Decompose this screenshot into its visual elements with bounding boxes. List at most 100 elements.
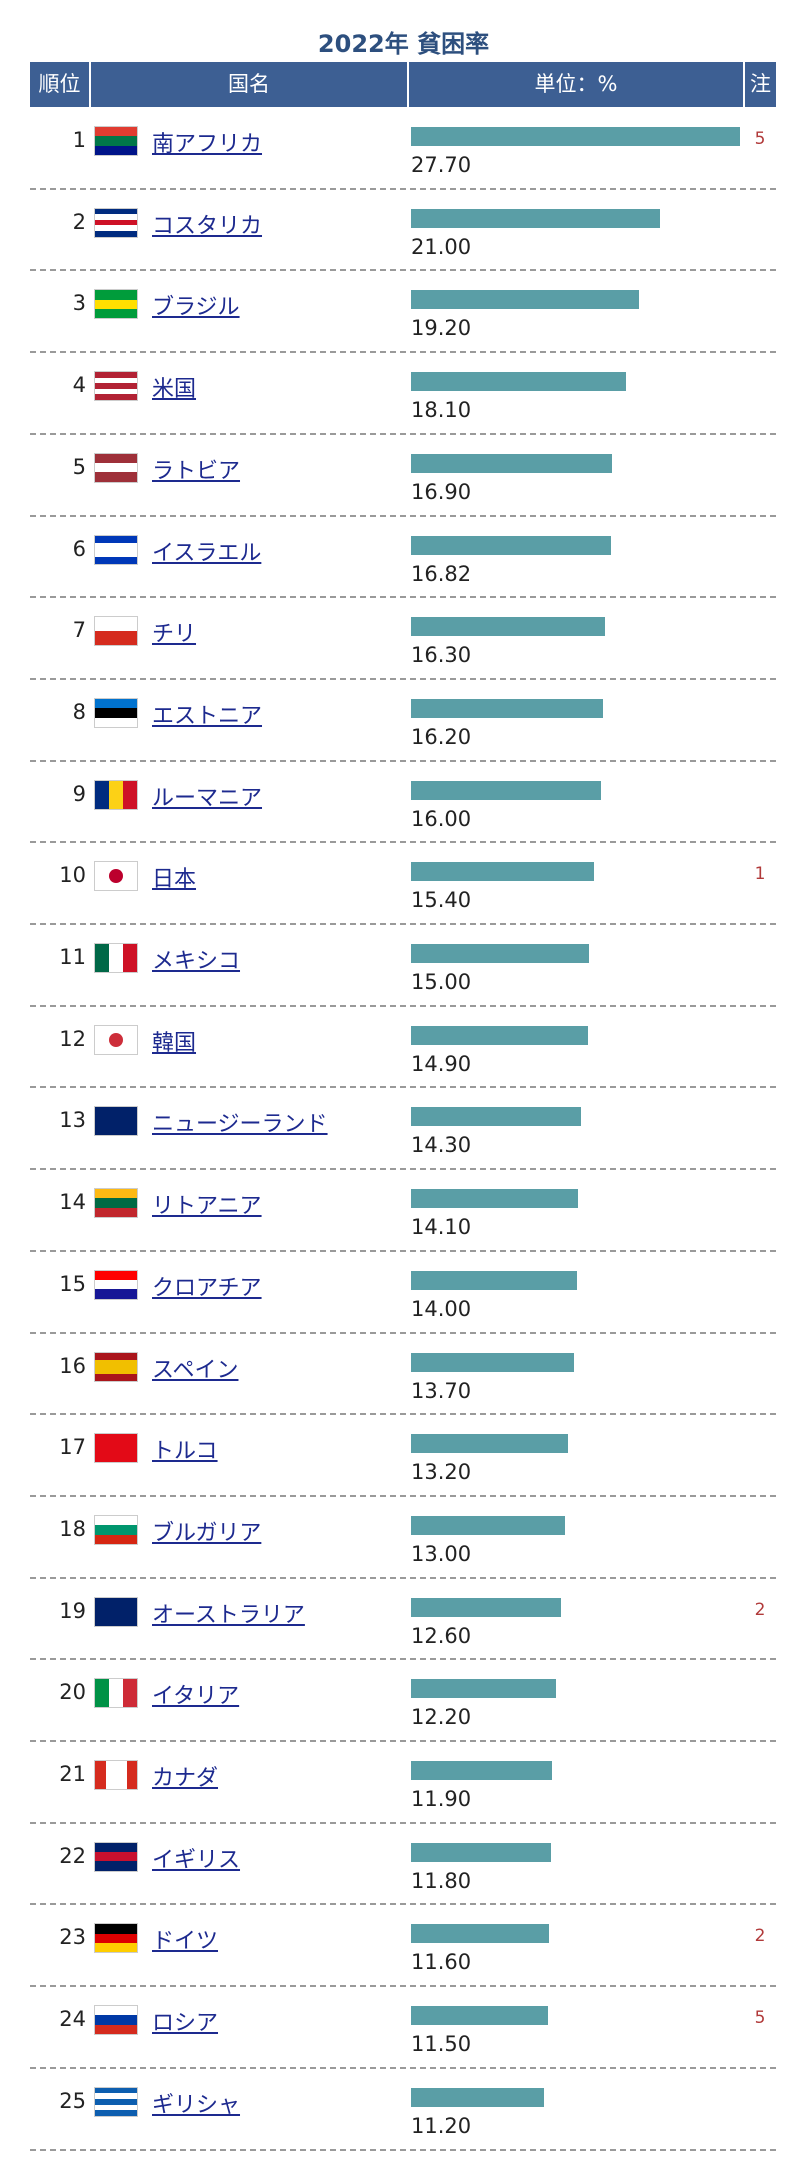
flag-icon: [94, 2086, 138, 2117]
rank: 18: [59, 1516, 86, 1541]
row-separator: [30, 1494, 776, 1497]
row-separator: [30, 841, 776, 844]
country-link[interactable]: チリ: [152, 622, 197, 648]
bar: [411, 1842, 552, 1862]
flag-icon: [94, 371, 138, 402]
country-link[interactable]: ギリシャ: [152, 2092, 241, 2118]
country-link[interactable]: 韓国: [152, 1030, 197, 1056]
row-separator: [30, 1086, 776, 1089]
bar: [411, 1597, 561, 1617]
row-separator: [30, 1004, 776, 1007]
country-link[interactable]: メキシコ: [152, 949, 241, 974]
row-separator: [30, 1740, 776, 1742]
country-link[interactable]: イスラエル: [152, 540, 262, 566]
country-link[interactable]: ブラジル: [152, 295, 240, 321]
row-separator: [30, 1658, 776, 1661]
title: 2022年 貧困率: [317, 30, 490, 58]
row-separator: [30, 351, 776, 354]
bar: [411, 127, 740, 146]
value-label: 11.50: [411, 2032, 472, 2057]
flag-icon: [94, 1596, 138, 1627]
bar: [411, 453, 612, 473]
country-link[interactable]: ルーマニア: [152, 785, 263, 811]
country-link[interactable]: 日本: [152, 867, 197, 893]
note: 5: [754, 2008, 766, 2029]
value-label: 12.60: [411, 1623, 472, 1648]
flag-icon: [94, 1024, 138, 1055]
value-label: 16.20: [411, 724, 472, 749]
flag-icon: [94, 1760, 138, 1790]
flag-icon: [94, 1841, 138, 1872]
rank: 8: [72, 699, 86, 724]
flag-icon: [94, 943, 138, 973]
country-link[interactable]: オーストラリア: [152, 1602, 305, 1628]
bar: [411, 1679, 556, 1699]
rank: 20: [59, 1680, 86, 1705]
value-label: 19.20: [411, 316, 472, 341]
country-link[interactable]: エストニア: [152, 703, 263, 729]
header-cell: 注: [745, 62, 776, 107]
flag-icon: [94, 452, 138, 483]
rank: 21: [59, 1762, 86, 1786]
flag-icon: [94, 861, 138, 892]
bar: [411, 1515, 566, 1535]
country-link[interactable]: スペイン: [152, 1357, 239, 1383]
country-link[interactable]: ラトビア: [152, 458, 241, 484]
value-label: 13.00: [411, 1541, 472, 1566]
country-link[interactable]: イギリス: [152, 1847, 241, 1873]
country-link[interactable]: ドイツ: [152, 1929, 219, 1955]
rank: 19: [59, 1598, 86, 1623]
country-link[interactable]: ニュージーランド: [152, 1112, 328, 1138]
flag-icon: [94, 1351, 138, 1382]
rank: 23: [59, 1925, 86, 1950]
country-link[interactable]: ブルガリア: [152, 1520, 262, 1546]
note: 5: [754, 129, 766, 149]
value-label: 12.20: [411, 1705, 472, 1730]
flag-icon: [94, 1678, 138, 1709]
country-link[interactable]: リトアニア: [152, 1194, 262, 1220]
bar: [411, 1189, 579, 1209]
row-separator: [30, 1168, 776, 1171]
row-separator: [30, 269, 776, 272]
header-cell: 国名: [91, 62, 407, 107]
value-label: 13.20: [411, 1460, 472, 1485]
bar: [411, 1107, 581, 1127]
rank: 14: [59, 1190, 86, 1215]
country-link[interactable]: コスタリカ: [152, 213, 263, 239]
rank: 25: [59, 2088, 86, 2113]
row-separator: [30, 2066, 776, 2069]
rank: 13: [59, 1108, 86, 1133]
rank: 1: [72, 128, 86, 152]
country-link[interactable]: ロシア: [152, 2011, 219, 2037]
bar: [411, 1924, 549, 1944]
country-link[interactable]: イタリア: [152, 1684, 240, 1710]
value-label: 18.10: [411, 398, 472, 423]
bar: [411, 780, 602, 800]
value-label: 11.60: [411, 1950, 472, 1975]
row-separator: [30, 514, 776, 517]
country-link[interactable]: トルコ: [152, 1439, 218, 1465]
bar: [411, 698, 604, 718]
value-label: 14.10: [411, 1215, 472, 1240]
flag-icon: [94, 1269, 138, 1300]
rank: 22: [59, 1843, 86, 1868]
rank: 15: [59, 1271, 86, 1296]
country-link[interactable]: クロアチア: [152, 1275, 262, 1301]
rank: 24: [59, 2007, 86, 2032]
value-label: 15.40: [411, 888, 472, 913]
country-link[interactable]: 南アフリカ: [152, 132, 263, 157]
country-link[interactable]: 米国: [152, 377, 197, 403]
bar: [411, 372, 626, 392]
bar: [411, 617, 605, 637]
value-label: 27.70: [411, 153, 472, 177]
country-link[interactable]: カナダ: [152, 1766, 219, 1791]
value-label: 16.82: [411, 561, 472, 586]
header-cell: 順位: [30, 62, 89, 107]
row-separator: [30, 1576, 776, 1579]
note: 1: [754, 864, 766, 885]
value-label: 13.70: [411, 1378, 472, 1403]
flag-icon: [94, 2005, 138, 2036]
note: 2: [754, 1599, 766, 1620]
row-separator: [30, 1413, 776, 1416]
bar: [411, 208, 661, 228]
